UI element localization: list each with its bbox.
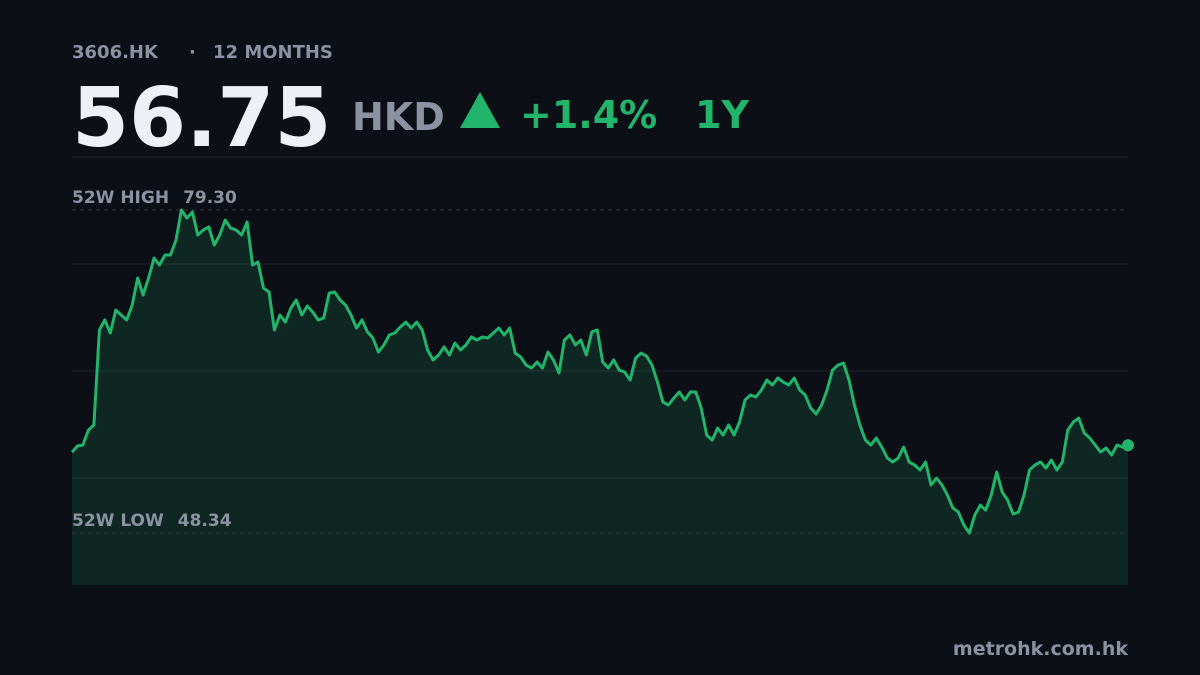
price-line — [70, 208, 1129, 535]
range: 1Y — [695, 93, 749, 137]
level-label: 52W HIGH — [72, 188, 169, 208]
plot: 52W HIGH 79.30 52W LOW 48.34 — [70, 156, 1134, 585]
ticker: 3606.HK — [72, 42, 159, 63]
area — [72, 210, 1128, 585]
level-value: 79.30 — [183, 188, 237, 208]
period: 12 MONTHS — [213, 42, 333, 63]
up-arrow — [460, 92, 500, 128]
separator: · — [189, 42, 196, 63]
source: metrohk.com.hk — [953, 638, 1128, 660]
level-label: 52W LOW — [72, 511, 164, 531]
level-value: 48.34 — [178, 511, 232, 531]
currency: HKD — [352, 95, 445, 139]
change: +1.4% — [520, 93, 657, 137]
price: 56.75 — [72, 71, 331, 166]
last-point — [1122, 439, 1134, 452]
